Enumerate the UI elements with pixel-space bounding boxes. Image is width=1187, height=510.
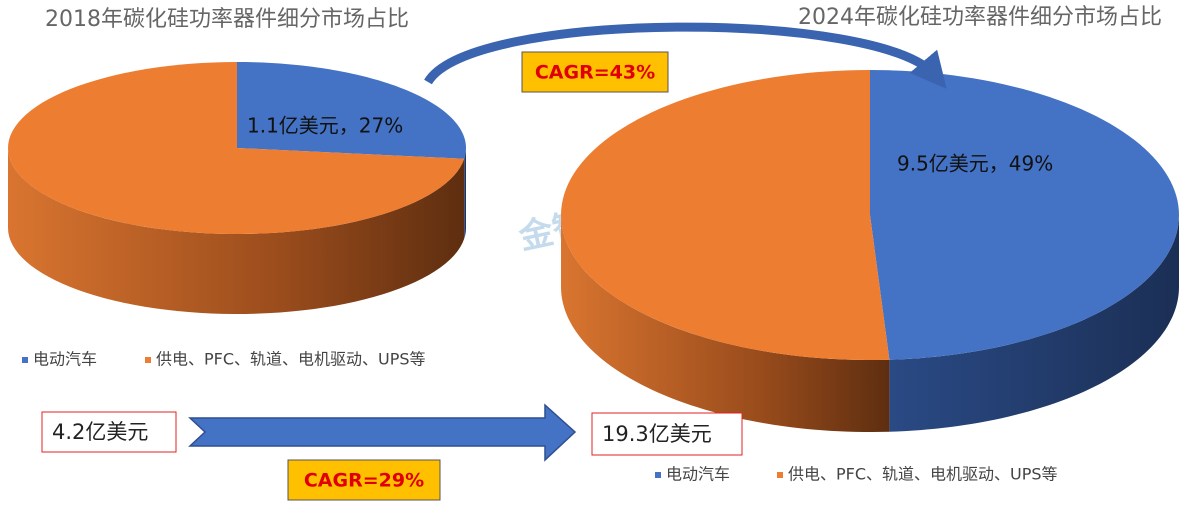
pie-slice	[8, 62, 465, 314]
slice-side	[464, 148, 466, 239]
cagr-box	[521, 51, 669, 93]
legend-label: 电动汽车	[666, 465, 730, 484]
slice-side	[561, 215, 890, 432]
cagr-label: CAGR=43%	[535, 62, 655, 84]
chart-title: 2024年碳化硅功率器件细分市场占比	[798, 5, 1162, 30]
cagr-label: CAGR=29%	[304, 470, 424, 492]
legend-marker	[145, 357, 151, 363]
value-label: 1.1亿美元，27%	[247, 114, 403, 138]
slice-side	[8, 148, 465, 314]
value-label: 9.5亿美元，49%	[897, 152, 1053, 176]
cagr-box	[287, 459, 441, 501]
legend-label: 电动汽车	[33, 350, 97, 369]
slice-top	[8, 62, 465, 234]
pie-slice	[237, 62, 466, 239]
total-label: 4.2亿美元	[52, 420, 148, 444]
legend-label: 供电、PFC、轨道、电机驱动、UPS等	[156, 350, 426, 369]
total-box	[41, 411, 177, 453]
pie-slice	[870, 70, 1179, 432]
curved-arrow	[424, 22, 947, 89]
total-label: 19.3亿美元	[602, 422, 712, 446]
slice-side	[889, 215, 1179, 432]
chart-title: 2018年碳化硅功率器件细分市场占比	[45, 7, 409, 32]
legend-marker	[777, 472, 783, 478]
legend-label: 供电、PFC、轨道、电机驱动、UPS等	[788, 465, 1058, 484]
growth-arrow	[188, 403, 577, 462]
slice-top	[237, 62, 466, 159]
slice-top	[870, 70, 1179, 360]
legend-marker	[655, 472, 661, 478]
legend-marker	[22, 357, 28, 363]
total-box	[591, 412, 743, 456]
pie-slice	[561, 70, 890, 432]
slice-top	[561, 70, 890, 360]
